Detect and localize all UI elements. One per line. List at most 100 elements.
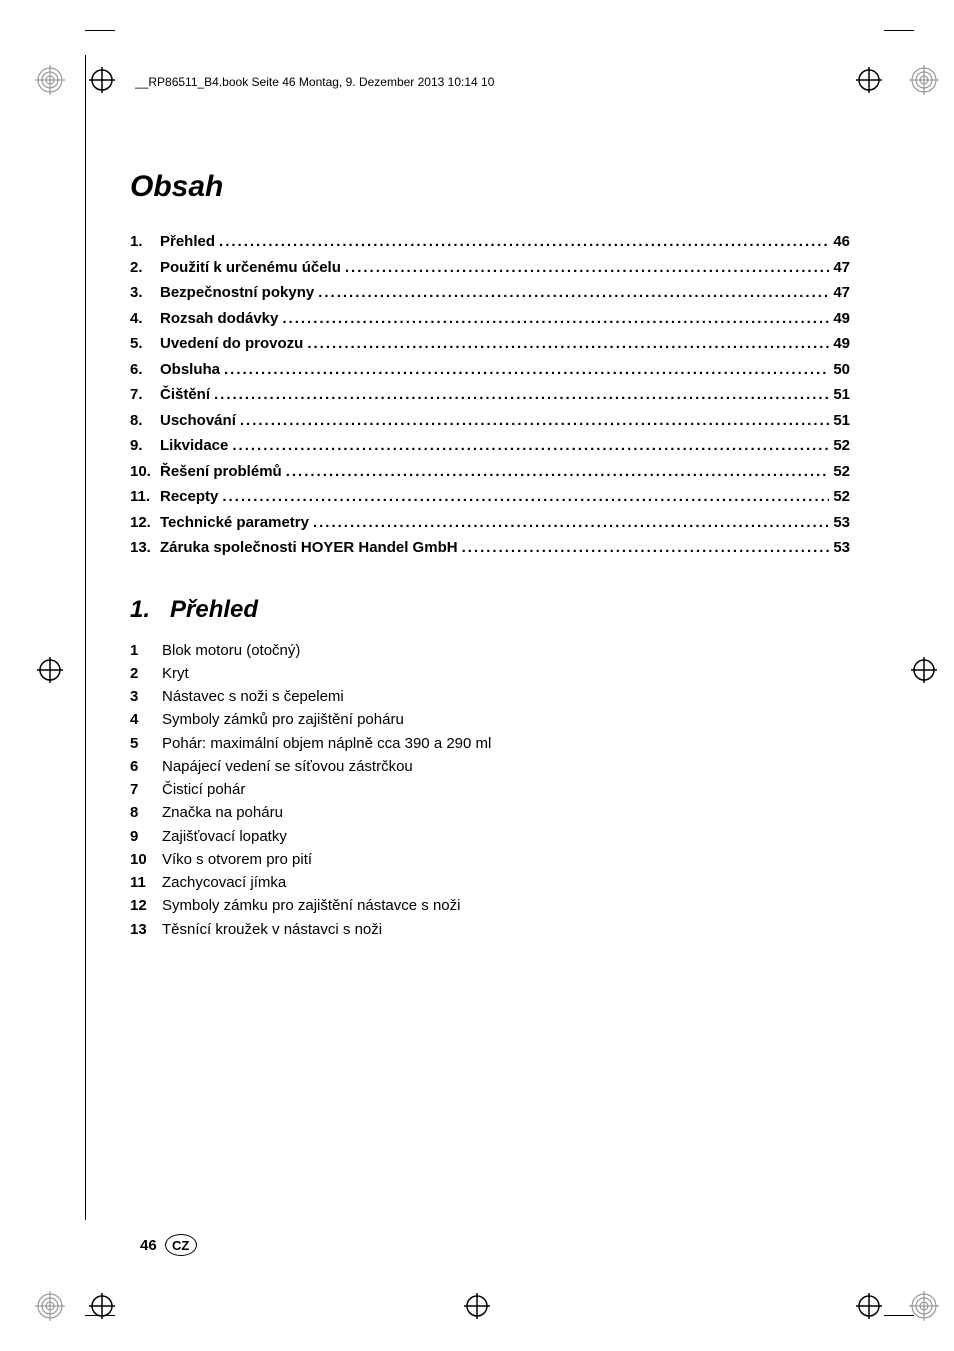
list-item-text: Těsnící kroužek v nástavci s noži xyxy=(162,918,850,941)
toc-title: Technické parametry xyxy=(160,510,309,536)
list-item-text: Pohár: maximální objem náplně cca 390 a … xyxy=(162,732,850,755)
list-item: 11 Zachycovací jímka xyxy=(130,871,850,894)
list-item-number: 11 xyxy=(130,871,162,894)
toc-page-number: 47 xyxy=(833,280,850,306)
toc-page-number: 47 xyxy=(833,255,850,281)
toc-number: 6. xyxy=(130,357,160,383)
list-item: 5 Pohár: maximální objem náplně cca 390 … xyxy=(130,732,850,755)
toc-page-number: 51 xyxy=(833,408,850,434)
toc-title: Recepty xyxy=(160,484,218,510)
toc-leader-dots: ........................................… xyxy=(282,306,829,332)
toc-number: 10. xyxy=(130,459,160,485)
page-title: Obsah xyxy=(130,170,850,204)
list-item-text: Kryt xyxy=(162,662,850,685)
list-item-number: 10 xyxy=(130,848,162,871)
registration-mark-icon xyxy=(35,65,65,95)
toc-title: Použití k určenému účelu xyxy=(160,255,341,281)
toc-row: 6. Obsluha .............................… xyxy=(130,357,850,383)
toc-leader-dots: ........................................… xyxy=(240,408,829,434)
list-item-text: Značka na poháru xyxy=(162,801,850,824)
parts-list: 1 Blok motoru (otočný) 2 Kryt 3 Nástavec… xyxy=(130,639,850,941)
list-item-number: 12 xyxy=(130,894,162,917)
toc-number: 12. xyxy=(130,510,160,536)
toc-page-number: 53 xyxy=(833,510,850,536)
toc-row: 13. Záruka společnosti HOYER Handel GmbH… xyxy=(130,535,850,561)
toc-row: 5. Uvedení do provozu ..................… xyxy=(130,331,850,357)
list-item-number: 2 xyxy=(130,662,162,685)
toc-page-number: 52 xyxy=(833,433,850,459)
list-item: 7 Čisticí pohár xyxy=(130,778,850,801)
registration-mark-icon xyxy=(909,655,939,685)
toc-number: 4. xyxy=(130,306,160,332)
toc-leader-dots: ........................................… xyxy=(307,331,829,357)
list-item-text: Čisticí pohár xyxy=(162,778,850,801)
toc-row: 8. Uschování ...........................… xyxy=(130,408,850,434)
toc-row: 3. Bezpečnostní pokyny .................… xyxy=(130,280,850,306)
list-item: 10 Víko s otvorem pro pití xyxy=(130,848,850,871)
list-item: 12 Symboly zámku pro zajištění nástavce … xyxy=(130,894,850,917)
header-text: __RP86511_B4.book Seite 46 Montag, 9. De… xyxy=(135,75,494,89)
list-item-text: Víko s otvorem pro pití xyxy=(162,848,850,871)
toc-title: Likvidace xyxy=(160,433,228,459)
page-number: 46 xyxy=(140,1237,157,1254)
crop-mark xyxy=(85,55,86,1220)
toc-number: 3. xyxy=(130,280,160,306)
page-content: Obsah 1. Přehled .......................… xyxy=(130,170,850,941)
toc-title: Bezpečnostní pokyny xyxy=(160,280,314,306)
list-item: 1 Blok motoru (otočný) xyxy=(130,639,850,662)
toc-leader-dots: ........................................… xyxy=(224,357,829,383)
registration-mark-icon xyxy=(35,1291,65,1321)
list-item-number: 13 xyxy=(130,918,162,941)
toc-row: 9. Likvidace ...........................… xyxy=(130,433,850,459)
toc-title: Záruka společnosti HOYER Handel GmbH xyxy=(160,535,458,561)
toc-page-number: 46 xyxy=(833,229,850,255)
list-item-text: Blok motoru (otočný) xyxy=(162,639,850,662)
toc-leader-dots: ........................................… xyxy=(232,433,829,459)
toc-page-number: 49 xyxy=(833,306,850,332)
toc-title: Řešení problémů xyxy=(160,459,282,485)
section-title-text: Přehled xyxy=(170,596,258,623)
list-item-number: 4 xyxy=(130,708,162,731)
registration-mark-icon xyxy=(909,1291,939,1321)
section-number: 1. xyxy=(130,596,170,624)
toc-leader-dots: ........................................… xyxy=(219,229,829,255)
toc-leader-dots: ........................................… xyxy=(286,459,830,485)
crop-mark xyxy=(884,30,914,31)
crop-mark xyxy=(85,30,115,31)
toc-leader-dots: ........................................… xyxy=(462,535,830,561)
list-item-text: Zajišťovací lopatky xyxy=(162,825,850,848)
list-item-number: 1 xyxy=(130,639,162,662)
list-item: 2 Kryt xyxy=(130,662,850,685)
toc-row: 2. Použití k určenému účelu ............… xyxy=(130,255,850,281)
registration-mark-icon xyxy=(87,1291,117,1321)
toc-title: Obsluha xyxy=(160,357,220,383)
list-item-text: Symboly zámků pro zajištění poháru xyxy=(162,708,850,731)
registration-mark-icon xyxy=(87,65,117,95)
section-heading: 1.Přehled xyxy=(130,596,850,624)
toc-row: 4. Rozsah dodávky ......................… xyxy=(130,306,850,332)
list-item: 6 Napájecí vedení se síťovou zástrčkou xyxy=(130,755,850,778)
toc-row: 10. Řešení problémů ....................… xyxy=(130,459,850,485)
toc-row: 11. Recepty ............................… xyxy=(130,484,850,510)
toc-page-number: 51 xyxy=(833,382,850,408)
list-item-text: Napájecí vedení se síťovou zástrčkou xyxy=(162,755,850,778)
list-item-number: 7 xyxy=(130,778,162,801)
toc-title: Uvedení do provozu xyxy=(160,331,303,357)
toc-number: 8. xyxy=(130,408,160,434)
toc-title: Přehled xyxy=(160,229,215,255)
toc-number: 11. xyxy=(130,484,160,510)
registration-mark-icon xyxy=(909,65,939,95)
toc-number: 1. xyxy=(130,229,160,255)
list-item-number: 9 xyxy=(130,825,162,848)
country-badge: CZ xyxy=(165,1234,197,1256)
list-item-text: Nástavec s noži s čepelemi xyxy=(162,685,850,708)
registration-mark-icon xyxy=(854,1291,884,1321)
toc-leader-dots: ........................................… xyxy=(214,382,829,408)
toc-page-number: 52 xyxy=(833,484,850,510)
toc-number: 5. xyxy=(130,331,160,357)
list-item: 13 Těsnící kroužek v nástavci s noži xyxy=(130,918,850,941)
list-item: 9 Zajišťovací lopatky xyxy=(130,825,850,848)
toc-number: 9. xyxy=(130,433,160,459)
list-item-text: Zachycovací jímka xyxy=(162,871,850,894)
toc-number: 7. xyxy=(130,382,160,408)
